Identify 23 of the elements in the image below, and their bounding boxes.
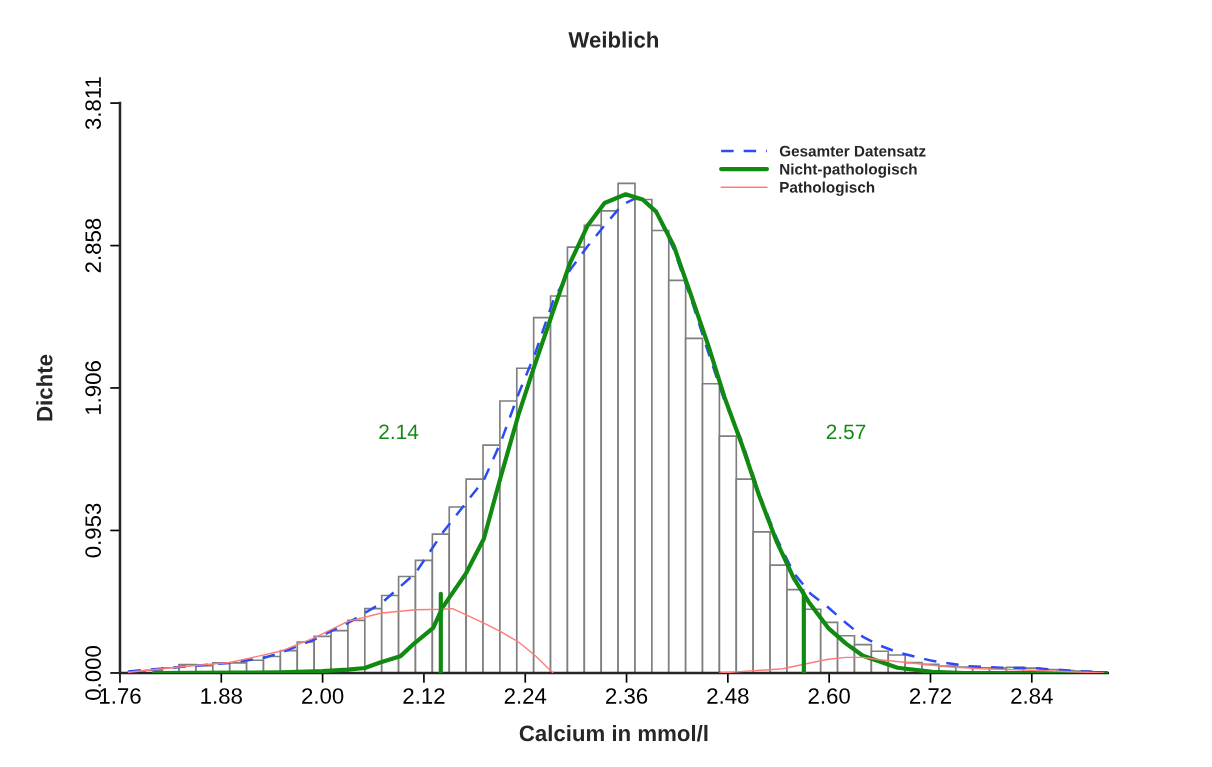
legend-label: Pathologisch <box>780 181 875 196</box>
x-tick-label: 1.88 <box>201 688 242 704</box>
legend-label: Gesamter Datensatz <box>779 145 926 157</box>
x-tick-label: 2.12 <box>403 688 445 704</box>
y-tick-label: 3.811 <box>85 77 102 130</box>
x-tick-label: 2.36 <box>606 688 648 704</box>
x-tick-label: 1.76 <box>100 688 141 704</box>
x-tick-label: 2.24 <box>504 688 547 704</box>
legend-label: Nicht-pathologisch <box>780 163 917 178</box>
x-tick-label: 2.72 <box>909 688 951 704</box>
x-tick-label: 2.00 <box>302 688 344 704</box>
x-tick-label: 2.84 <box>1011 688 1053 704</box>
y-tick-label: 2.858 <box>85 218 102 273</box>
x-tick-label: 2.48 <box>707 688 749 704</box>
y-tick-label: 0.953 <box>85 503 102 558</box>
chart-title: Weiblich <box>568 31 658 48</box>
annotation: 2.14 <box>379 424 419 439</box>
x-axis-title: Calcium in mmol/l <box>519 724 708 742</box>
annotation: 2.57 <box>826 424 866 440</box>
y-tick-label: 1.906 <box>85 361 102 415</box>
x-tick-label: 2.60 <box>808 688 850 704</box>
y-tick-label: 0.000 <box>85 646 102 700</box>
y-axis-title: Dichte <box>36 354 53 421</box>
